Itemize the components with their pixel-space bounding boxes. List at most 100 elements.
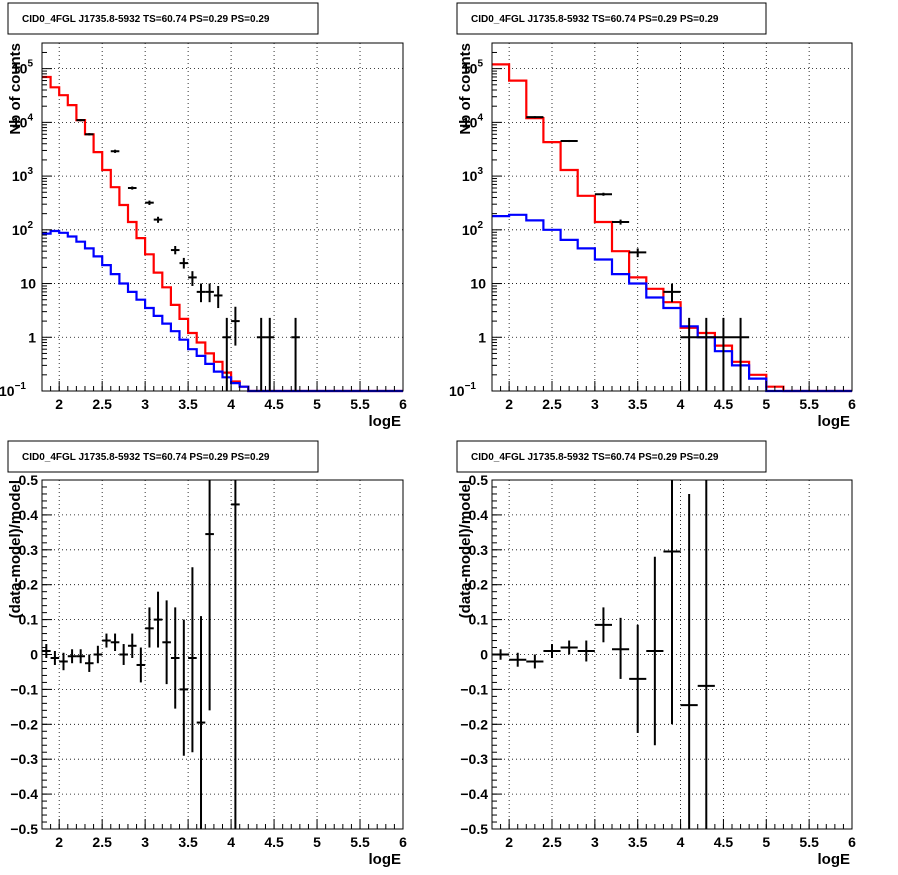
y-tick-label: 1 [478, 329, 486, 345]
x-tick-label: 5.5 [350, 396, 370, 412]
y-axis-label: (data-model)/model [7, 480, 24, 618]
data-point [50, 651, 60, 665]
chart-title: CID0_4FGL J1735.8-5932 TS=60.74 PS=0.29 … [471, 14, 719, 25]
x-tick-label: 3.5 [178, 834, 198, 850]
y-tick-label: 0.1 [19, 612, 39, 628]
y-axis: 10−1 1 10 102 103 104 105 [0, 42, 52, 399]
x-tick-label: 6 [848, 834, 856, 850]
x-tick-label: 4 [677, 396, 685, 412]
data-point [59, 652, 68, 671]
series-line-component_model [492, 213, 852, 393]
y-tick-label: 0.4 [469, 507, 489, 523]
x-tick-label: 4 [227, 396, 235, 412]
data-point [119, 644, 128, 665]
data-point [170, 245, 180, 255]
grid [492, 43, 852, 391]
x-tick-label: 3 [141, 834, 149, 850]
data-points [76, 119, 300, 391]
x-tick-label: 6 [848, 396, 856, 412]
x-axis: 2 2.5 3 3.5 4 4.5 5 5.5 6 [50, 819, 407, 850]
y-tick-label: 10−1 [449, 381, 476, 399]
y-tick-label: 0.3 [19, 542, 39, 558]
x-tick-label: 6 [399, 834, 407, 850]
x-tick-label: 2 [505, 834, 513, 850]
title-box [7, 440, 319, 473]
x-tick-label: 3.5 [178, 396, 198, 412]
x-tick-label: 2.5 [542, 396, 562, 412]
x-tick-label: 4 [677, 834, 685, 850]
title-box [7, 2, 319, 35]
y-tick-label: 104 [12, 112, 34, 130]
grid [42, 480, 403, 829]
y-tick-label: −0.5 [10, 821, 38, 837]
data-point [560, 139, 578, 143]
data-points [526, 116, 750, 391]
data-point [231, 306, 240, 346]
y-tick-label: 102 [12, 220, 34, 238]
y-tick-label: −0.3 [460, 751, 488, 767]
data-point [663, 480, 681, 725]
x-tick-label: 4.5 [714, 834, 734, 850]
data-point [102, 633, 111, 648]
data-point [256, 317, 266, 391]
data-point [560, 640, 578, 655]
x-tick-label: 3 [141, 396, 149, 412]
data-point [231, 480, 240, 829]
chart-panel-1: CID0_4FGL J1735.8-5932 TS=60.74 PS=0.29 … [0, 2, 407, 430]
x-tick-label: 5 [313, 834, 321, 850]
y-tick-label: −0.4 [460, 786, 488, 802]
data-point [509, 652, 527, 667]
data-point [110, 149, 120, 153]
y-tick-label: 10 [20, 276, 36, 292]
data-point [612, 219, 630, 225]
plot-frame [491, 42, 853, 392]
data-point [629, 248, 647, 258]
x-tick-label: 2 [505, 396, 513, 412]
x-tick-label: 4.5 [264, 396, 284, 412]
data-point [110, 633, 120, 652]
x-tick-label: 2 [55, 834, 63, 850]
data-point [526, 116, 544, 119]
data-point [127, 633, 137, 658]
data-point [526, 654, 544, 669]
data-point [153, 216, 163, 223]
x-axis-label: logE [369, 413, 402, 430]
y-tick-label: 0.2 [469, 577, 489, 593]
data-point [170, 607, 180, 709]
data-point [127, 186, 137, 190]
y-tick-label: −0.1 [10, 681, 38, 697]
y-tick-label: 10 [470, 276, 486, 292]
data-point [680, 493, 698, 829]
y-axis-label: Nb of counts [457, 43, 474, 135]
y-tick-label: −0.4 [10, 786, 38, 802]
x-tick-label: 5.5 [350, 834, 370, 850]
title-box [456, 440, 767, 473]
data-point [188, 271, 197, 287]
data-point [42, 644, 51, 658]
data-point [196, 283, 206, 303]
y-axis: 10−1 1 10 102 103 104 105 [449, 42, 502, 399]
y-tick-label: −0.5 [460, 821, 488, 837]
data-point [663, 283, 681, 303]
x-tick-label: 5 [313, 396, 321, 412]
data-point [594, 607, 612, 643]
x-tick-label: 5 [762, 834, 770, 850]
data-point [67, 649, 77, 664]
x-tick-label: 4 [227, 834, 235, 850]
y-tick-label: 0 [480, 647, 488, 663]
data-point [265, 317, 275, 391]
y-tick-label: −0.1 [460, 681, 488, 697]
data-point [291, 317, 300, 391]
y-axis: −0.5 −0.4 −0.3 −0.2 −0.1 0 0.1 0.2 0.3 0.4 0.5 [10, 472, 52, 837]
y-tick-label: 0 [30, 647, 38, 663]
y-axis: −0.5 −0.4 −0.3 −0.2 −0.1 0 0.1 0.2 0.3 0.4 0.5 [460, 472, 502, 837]
data-points [42, 480, 240, 829]
x-tick-label: 4.5 [714, 396, 734, 412]
y-tick-label: −0.2 [460, 716, 488, 732]
chart-panel-2: CID0_4FGL J1735.8-5932 TS=60.74 PS=0.29 … [449, 2, 856, 430]
x-axis-label: logE [369, 851, 402, 868]
data-point [594, 192, 612, 196]
chart-title: CID0_4FGL J1735.8-5932 TS=60.74 PS=0.29 … [22, 14, 270, 25]
x-tick-label: 2.5 [92, 834, 112, 850]
